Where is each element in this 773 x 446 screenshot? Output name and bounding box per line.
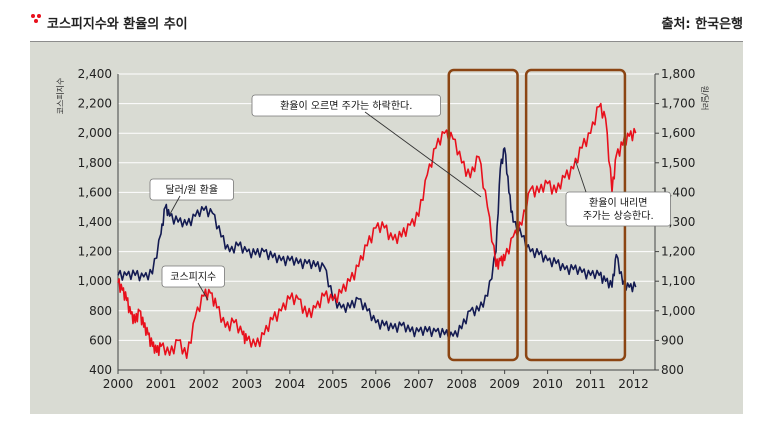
y-tick-label: 1,200 (78, 245, 112, 259)
y-tick-label: 1,400 (78, 215, 112, 229)
y2-tick-label: 1,200 (661, 245, 695, 259)
annotation-rate-up-pointer (364, 111, 482, 198)
y2-tick-label: 900 (661, 333, 684, 347)
y-tick-label: 2,000 (78, 126, 112, 140)
annotation-exchange-rate-box (149, 178, 234, 201)
x-tick-label: 2009 (489, 377, 520, 391)
y-tick-label: 400 (89, 363, 112, 377)
x-tick-label: 2005 (318, 377, 349, 391)
annotation-rate-down-box (565, 191, 671, 227)
annotation-rate-up-text: 환율이 오르면 주가는 하락한다. (280, 99, 412, 112)
y2-axis-title: 원/달러 (700, 86, 709, 111)
header-divider (30, 41, 743, 42)
source-label: 출처: 한국은행 (661, 17, 744, 32)
x-tick-label: 2004 (275, 377, 306, 391)
figure-header: 코스피지수와 환율의 추이 출처: 한국은행 (0, 0, 773, 42)
chart-title: 코스피지수와 환율의 추이 (47, 17, 188, 32)
y2-tick-label: 1,100 (661, 274, 695, 288)
highlight-box (447, 68, 519, 362)
y-tick-label: 1,800 (78, 156, 112, 170)
chart: 400 600 800 1,000 1,200 1,400 1,600 1,800 2,000 2… (56, 67, 709, 391)
y2-tick-label: 1,500 (661, 156, 695, 170)
annotation-exchange-rate-text: 달러/원 환율 (165, 184, 218, 196)
x-tick-label: 2012 (618, 377, 649, 391)
annotation-rate-down-text: 환율이 내리면 (589, 197, 647, 209)
x-tick-label: 2010 (532, 377, 563, 391)
annotation-kospi-box (161, 265, 225, 288)
annotation-rate-down-pointer (575, 160, 587, 193)
y-tick-label: 1,600 (78, 185, 112, 199)
series-kospi-line (117, 102, 637, 359)
y2-tick-label: 1,000 (661, 304, 695, 318)
x-tick-label: 2008 (446, 377, 477, 391)
y2-tick-label: 1,700 (661, 97, 695, 111)
x-tick-label: 2011 (575, 377, 606, 391)
annotation-kospi-pointer (197, 282, 209, 301)
annotation-exchange-rate-pointer (169, 195, 181, 215)
title-bullet-icon (31, 14, 41, 23)
x-tick-label: 2006 (360, 377, 391, 391)
x-tick-label: 2002 (189, 377, 220, 391)
x-tick-label: 2000 (103, 377, 134, 391)
y-tick-label: 1,000 (78, 274, 112, 288)
y2-tick-label: 800 (661, 363, 684, 377)
y-tick-label: 2,400 (78, 67, 112, 81)
series-exchange-rate-line (117, 147, 637, 341)
annotation-rate-down-text: 주가는 상승한다. (583, 210, 654, 222)
x-tick-label: 2007 (403, 377, 434, 391)
x-tick-label: 2001 (146, 377, 177, 391)
annotation-kospi-text: 코스피지수 (170, 271, 216, 283)
y-tick-label: 600 (89, 333, 112, 347)
annotation-rate-up-box (251, 94, 441, 117)
y2-tick-label: 1,800 (661, 67, 695, 81)
y2-tick-label: 1,600 (661, 126, 695, 140)
y-axis-title: 코스피지수 (56, 78, 65, 115)
x-tick-label: 2003 (232, 377, 263, 391)
y-tick-label: 800 (89, 304, 112, 318)
y-tick-label: 2,200 (78, 97, 112, 111)
chart-panel: 400 600 800 1,000 1,200 1,400 1,600 1,800 2,000 2… (30, 42, 743, 414)
